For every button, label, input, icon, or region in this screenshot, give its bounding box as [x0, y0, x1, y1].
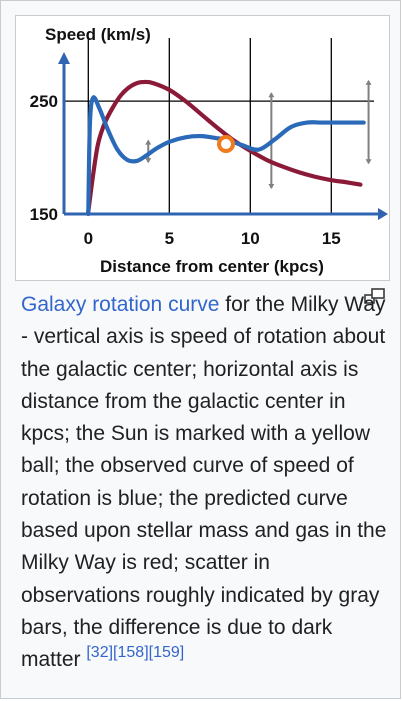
- axes: [58, 52, 388, 220]
- error-bar-cap-bottom-3: [365, 159, 372, 165]
- citation-ref-1[interactable]: [32]: [86, 644, 114, 662]
- rotation-curve-chart: Speed (km/s) Distance from center (kpcs)…: [30, 25, 388, 276]
- x-tick-label-0: 0: [84, 229, 93, 248]
- tick-labels: 0 5 10 15 150 250: [30, 92, 341, 248]
- x-tick-label-15: 15: [322, 229, 341, 248]
- grid-lines: [64, 38, 374, 214]
- citation-ref-2[interactable]: [158]: [113, 644, 149, 662]
- y-tick-label-150: 150: [30, 205, 58, 224]
- y-tick-label-250: 250: [30, 92, 58, 111]
- sun-marker: [217, 135, 235, 154]
- citation-ref-3[interactable]: [159]: [148, 644, 185, 662]
- x-tick-label-5: 5: [165, 229, 174, 248]
- error-bar-cap-top-1: [145, 139, 152, 145]
- error-bar-cap-top-2: [268, 92, 275, 98]
- error-bar-cap-bottom-1: [145, 158, 152, 164]
- error-bar-cap-top-3: [365, 79, 372, 85]
- y-axis-arrow: [58, 52, 70, 64]
- chart-image[interactable]: Speed (km/s) Distance from center (kpcs)…: [15, 15, 390, 281]
- x-tick-label-10: 10: [241, 229, 260, 248]
- chart-title: Speed (km/s): [45, 25, 151, 44]
- predicted-curve: [86, 79, 363, 214]
- caption-text: for the Milky Way - vertical axis is spe…: [21, 293, 387, 672]
- error-bar-cap-bottom-2: [268, 184, 275, 190]
- series-lines: [86, 79, 366, 217]
- sun-marker-layer: [217, 135, 235, 154]
- figure-caption: Galaxy rotation curve for the Milky Way …: [21, 289, 389, 677]
- x-axis-label: Distance from center (kpcs): [100, 257, 324, 276]
- caption-link[interactable]: Galaxy rotation curve: [21, 293, 220, 316]
- observed-curve: [86, 95, 366, 217]
- enlarge-icon[interactable]: [364, 287, 386, 305]
- citation-refs: [32][158][159]: [86, 644, 184, 661]
- x-axis-arrow: [378, 208, 388, 220]
